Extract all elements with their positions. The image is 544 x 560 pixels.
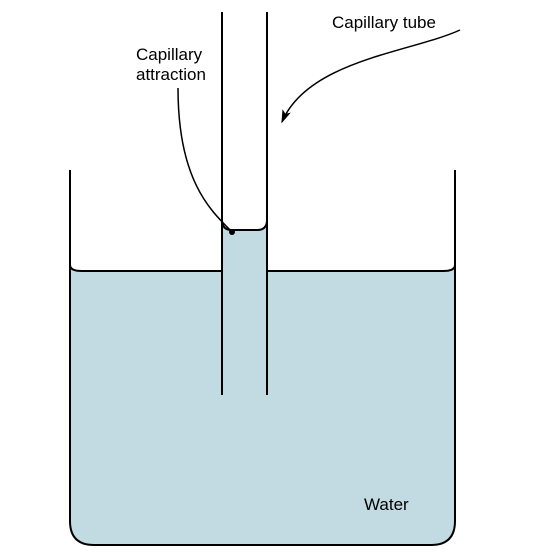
arrow-capillary-attraction bbox=[178, 88, 232, 232]
arrow-capillary-tube bbox=[282, 30, 460, 122]
tube-water bbox=[223, 220, 266, 395]
label-capillary-attraction-line1: Capillary bbox=[136, 45, 203, 64]
label-water: Water bbox=[364, 495, 409, 514]
water-surface-left bbox=[70, 265, 222, 271]
attraction-point bbox=[229, 229, 235, 235]
capillary-diagram: Capillary tube Capillaryattraction Water bbox=[0, 0, 544, 560]
label-capillary-tube: Capillary tube bbox=[332, 13, 436, 32]
water-surface-right bbox=[267, 265, 455, 271]
label-capillary-attraction-line2: attraction bbox=[136, 65, 206, 84]
